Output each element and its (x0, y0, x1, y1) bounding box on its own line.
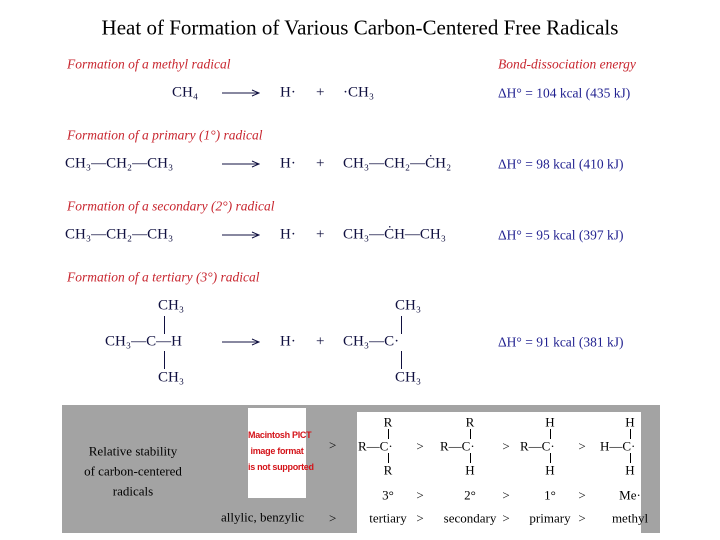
reactant-middle: CH₃—C—H (105, 333, 182, 350)
reactant: CH₃—CH₂—CH₃ (65, 155, 174, 172)
energy: ΔH° = 91 kcal (381 kJ) (498, 334, 624, 350)
reaction-label: Formation of a methyl radical (67, 56, 231, 72)
name: methyl (611, 510, 649, 526)
image-placeholder: Macintosh PICT image format is not suppo… (248, 408, 314, 498)
caption-line: of carbon-centered (84, 463, 182, 479)
product: ·CH₃ (343, 84, 375, 101)
caption-line: radicals (112, 483, 154, 499)
bond (388, 429, 389, 439)
stability-box (357, 412, 641, 533)
structure-top: H (545, 414, 555, 430)
gt: > (502, 510, 510, 526)
bond (470, 429, 471, 439)
structure-middle: R—C· (440, 438, 475, 454)
plus: + (316, 226, 325, 243)
placeholder-text: Macintosh PICT (248, 430, 312, 440)
reactant: CH₃—CH₂—CH₃ (65, 226, 174, 243)
structure-middle: H—C· (600, 438, 636, 454)
name: primary (529, 510, 571, 526)
structure-bottom: R (383, 462, 393, 478)
title: Heat of Formation of Various Carbon-Cent… (101, 15, 619, 40)
bond (550, 429, 551, 439)
product-top: CH₃ (395, 297, 422, 314)
bond (401, 316, 402, 334)
plus: + (316, 333, 325, 350)
h-radical: H· (280, 226, 296, 243)
bond (630, 453, 631, 463)
energy: ΔH° = 104 kcal (435 kJ) (498, 85, 631, 101)
h-radical: H· (280, 155, 296, 172)
placeholder-text: image format (250, 446, 304, 456)
structure-top: R (383, 414, 393, 430)
reaction-label: Formation of a primary (1°) radical (67, 127, 263, 143)
energy-header: Bond-dissociation energy (498, 56, 636, 72)
gt: > (578, 438, 586, 454)
plus: + (316, 84, 325, 101)
bond (630, 429, 631, 439)
arrow (222, 338, 260, 346)
allylic-label: allylic, benzylic (221, 509, 305, 525)
structure-bottom: H (625, 462, 635, 478)
structure-top: H (625, 414, 635, 430)
degree: 1° (544, 487, 556, 503)
reaction-label: Formation of a tertiary (3°) radical (67, 269, 260, 285)
structure-bottom: H (545, 462, 555, 478)
gt: > (329, 437, 337, 453)
reaction-label: Formation of a secondary (2°) radical (67, 198, 275, 214)
name: tertiary (369, 510, 407, 526)
h-radical: H· (280, 333, 296, 350)
energy: ΔH° = 98 kcal (410 kJ) (498, 156, 624, 172)
gt: > (416, 438, 424, 454)
gt: > (578, 487, 586, 503)
bond (164, 351, 165, 369)
bond (470, 453, 471, 463)
caption-line: Relative stability (88, 443, 178, 459)
name: secondary (443, 510, 497, 526)
product-bottom: CH₃ (395, 369, 422, 386)
degree: 2° (464, 487, 476, 503)
bond (401, 351, 402, 369)
h-radical: H· (280, 84, 296, 101)
structure-middle: R—C· (520, 438, 555, 454)
arrow (222, 89, 260, 97)
gt: > (502, 487, 510, 503)
bond (164, 316, 165, 334)
gt: > (502, 438, 510, 454)
degree: Me· (619, 487, 641, 503)
bond (550, 453, 551, 463)
structure-top: R (465, 414, 475, 430)
product: CH₃—CH₂—ĊH₂ (343, 155, 452, 172)
arrow (222, 231, 260, 239)
degree: 3° (382, 487, 394, 503)
placeholder-text: is not supported (248, 462, 314, 472)
gt: > (329, 510, 337, 526)
plus: + (316, 155, 325, 172)
arrow (222, 160, 260, 168)
reactant-bottom: CH₃ (158, 369, 185, 386)
structure-bottom: H (465, 462, 475, 478)
structure-middle: R—C· (358, 438, 393, 454)
energy: ΔH° = 95 kcal (397 kJ) (498, 227, 624, 243)
product-middle: CH₃—C· (343, 333, 400, 350)
bond (388, 453, 389, 463)
reactant: CH₄ (172, 84, 199, 101)
gt: > (416, 487, 424, 503)
gt: > (578, 510, 586, 526)
gt: > (416, 510, 424, 526)
product: CH₃—ĊH—CH₃ (343, 226, 446, 243)
reactant-top: CH₃ (158, 297, 185, 314)
